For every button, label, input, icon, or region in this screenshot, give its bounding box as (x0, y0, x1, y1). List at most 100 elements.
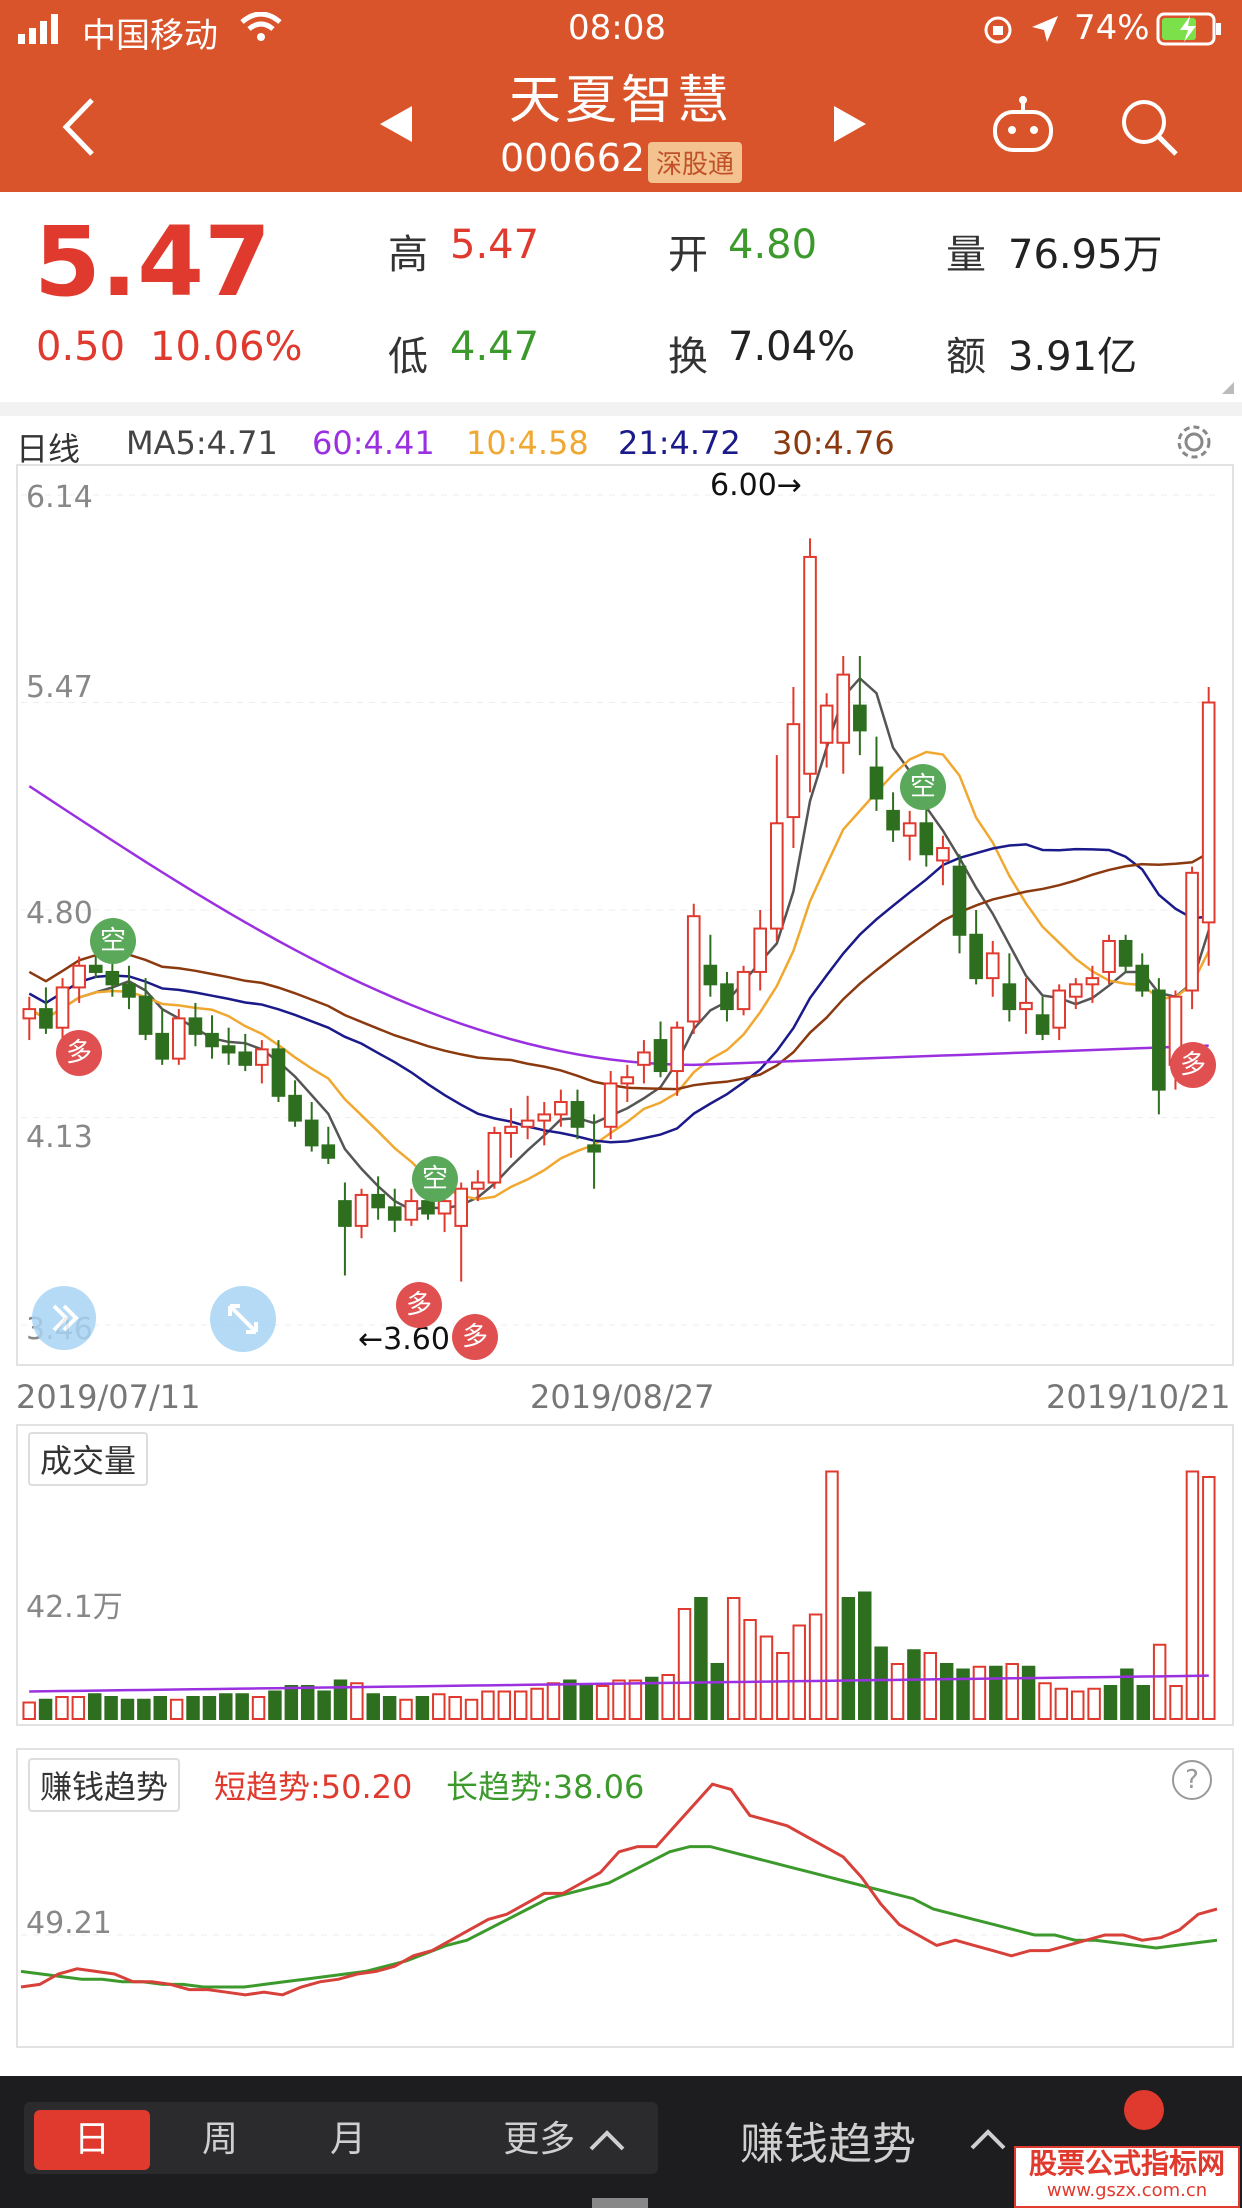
volume-bar (399, 1698, 413, 1720)
candle-body (653, 1039, 668, 1073)
signal-kong-marker: 空 (412, 1156, 458, 1202)
tab-more-label: 更多 (503, 2119, 576, 2160)
candle-body (255, 1048, 269, 1066)
settings-button[interactable] (1174, 422, 1214, 466)
prev-stock-button[interactable] (378, 104, 414, 148)
indicator-label: 赚钱趋势 (740, 2119, 916, 2170)
y-label-3: 4.80 (26, 896, 93, 931)
candle-body (88, 964, 103, 973)
candle-body (969, 933, 983, 980)
volume-bar (743, 1619, 757, 1720)
period-label[interactable]: 日线 (16, 430, 81, 468)
volume-bar (1103, 1685, 1118, 1720)
candle-body (836, 673, 851, 744)
candle-body (1085, 977, 1100, 986)
candle-body (686, 915, 701, 1023)
volume-bar (300, 1685, 315, 1720)
next-stock-button[interactable] (832, 104, 868, 148)
bottom-bar: 日 周 月 更多 赚钱趋势 (0, 2076, 1242, 2208)
candle-body (537, 1113, 552, 1122)
candle-body (504, 1125, 518, 1134)
tab-week[interactable]: 周 (201, 2119, 238, 2160)
volume-bar (169, 1698, 184, 1720)
volume-bar (104, 1696, 118, 1720)
candle-body (886, 809, 900, 831)
stock-name: 天夏智慧 (508, 71, 733, 131)
ma60-line (28, 785, 1209, 1067)
candle-body (803, 555, 817, 775)
y-label-4: 4.13 (26, 1120, 93, 1155)
candle-body (470, 1181, 485, 1190)
back-button[interactable] (56, 94, 106, 160)
volume-y-label: 42.1万 (26, 1590, 123, 1625)
volume-bar (317, 1690, 331, 1720)
volume-bar (579, 1685, 593, 1720)
volume-bar (251, 1696, 266, 1720)
ma30-line (28, 851, 1210, 1091)
volume-bar (546, 1682, 561, 1720)
candle-body (1052, 989, 1067, 1029)
help-button[interactable]: ? (1172, 1760, 1212, 1800)
candle-body (55, 986, 70, 1029)
candle-body (703, 964, 718, 986)
current-price: 5.47 (34, 206, 271, 318)
volume-bar (366, 1693, 380, 1720)
volume-bar (22, 1701, 36, 1720)
volume-bar (415, 1696, 430, 1720)
indicator-chevron-up-icon[interactable] (968, 2126, 1008, 2156)
long-trend-value: 长趋势:38.06 (446, 1768, 645, 1806)
volume-bar (497, 1690, 512, 1720)
indicator-selector[interactable]: 赚钱趋势 (740, 2108, 916, 2172)
candle-body (587, 1144, 601, 1153)
robot-assistant-button[interactable] (990, 96, 1056, 160)
volume-bar (612, 1679, 626, 1720)
candle-body (1068, 983, 1083, 998)
volume-bar (120, 1698, 135, 1720)
volume-bar (858, 1591, 872, 1720)
tab-more[interactable]: 更多 (490, 2110, 640, 2170)
volume-bar (235, 1693, 249, 1720)
volume-bar (1087, 1687, 1101, 1720)
tab-day[interactable]: 日 (34, 2110, 150, 2170)
fullscreen-button[interactable] (210, 1286, 276, 1352)
candle-body (321, 1144, 336, 1159)
volume-bar (186, 1696, 200, 1720)
volume-bar (907, 1649, 921, 1720)
candle-body (952, 865, 967, 936)
kline-chart[interactable] (17, 465, 1231, 1363)
volume-bar (923, 1652, 938, 1720)
turnover-value: 7.04% (728, 324, 856, 370)
trend-title[interactable]: 赚钱趋势 (28, 1758, 181, 1812)
candle-body (437, 1200, 452, 1215)
kline-panel[interactable] (16, 464, 1234, 1366)
max-price-annotation: 6.00→ (710, 468, 802, 503)
candle-body (919, 822, 934, 856)
volume-bar (726, 1597, 741, 1720)
volume-title[interactable]: 成交量 (28, 1432, 149, 1486)
volume-bar (382, 1696, 397, 1720)
volume-label: 量 (946, 232, 986, 278)
volume-bar (432, 1693, 446, 1720)
signal-duo-marker: 多 (452, 1314, 498, 1360)
volume-bar (71, 1696, 86, 1720)
volume-bar (989, 1665, 1003, 1720)
expand-corner-icon[interactable] (1220, 380, 1236, 400)
volume-bar (890, 1663, 905, 1720)
search-button[interactable] (1118, 96, 1180, 162)
collapse-sidebar-button[interactable] (32, 1286, 96, 1350)
section-divider (0, 402, 1242, 416)
tab-month[interactable]: 月 (329, 2119, 366, 2160)
volume-bar (464, 1698, 479, 1720)
amount-label: 额 (946, 334, 986, 380)
volume-bar (1185, 1470, 1200, 1720)
open-label: 开 (668, 232, 708, 278)
signal-duo-marker: 多 (1170, 1042, 1216, 1088)
trend-chart[interactable] (17, 1749, 1231, 2045)
candle-body (354, 1193, 369, 1227)
volume-bar (645, 1676, 659, 1720)
candle-body (271, 1048, 286, 1097)
volume-bar (759, 1635, 774, 1720)
signal-duo-marker: 多 (56, 1030, 102, 1076)
volume-chart[interactable] (17, 1425, 1231, 1723)
volume-bar (137, 1698, 151, 1720)
